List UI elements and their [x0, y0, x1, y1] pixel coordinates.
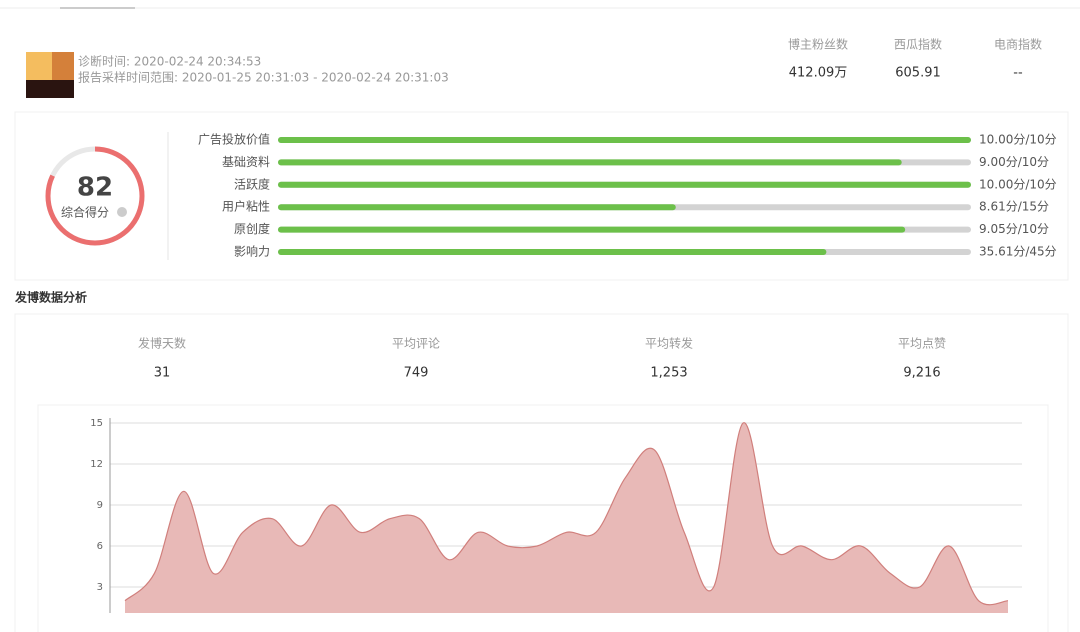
item-value: 10.00分/10分 [979, 177, 1057, 191]
item-value: 9.05分/10分 [979, 222, 1049, 236]
bar [278, 226, 906, 233]
stat-value: 605.91 [895, 66, 941, 81]
area-line [124, 422, 1009, 606]
bar [278, 204, 676, 211]
bar [278, 159, 902, 166]
stat-value: 1,253 [650, 366, 687, 381]
item-name: 基础资料 [222, 155, 270, 169]
stat-label: 西瓜指数 [894, 37, 942, 52]
stat-value: 31 [154, 366, 171, 381]
stat-label: 电商指数 [994, 37, 1042, 52]
bar [278, 249, 827, 255]
area [125, 422, 1008, 613]
score-panel [14, 111, 1069, 281]
stat-value: 9,216 [903, 366, 940, 381]
diagnosis-time: 诊断时间: 2020-02-24 20:34:53 [78, 54, 261, 69]
item-name: 用户粘性 [222, 199, 270, 214]
stat-value: -- [1013, 66, 1023, 81]
item-value: 35.61分/45分 [979, 245, 1057, 259]
stat-label: 平均评论 [392, 337, 440, 351]
score-value: 82 [77, 173, 113, 203]
item-name: 广告投放价值 [198, 132, 270, 147]
sample-range: 报告采样时间范围: 2020-01-25 20:31:03 - 2020-02-… [78, 70, 449, 85]
stat-label: 发博天数 [138, 336, 186, 351]
item-name: 原创度 [234, 221, 270, 236]
stat-value: 412.09万 [789, 66, 848, 81]
stat-label: 平均转发 [645, 336, 693, 351]
score-label: 综合得分 [61, 205, 109, 220]
y-tick-label: 3 [97, 582, 103, 593]
bar [278, 137, 971, 143]
y-tick-label: 6 [97, 541, 103, 552]
item-value: 8.61分/15分 [979, 200, 1049, 214]
avatar [26, 52, 74, 98]
posting-panel [14, 313, 1069, 632]
plot [109, 418, 1022, 613]
y-tick-label: 9 [97, 500, 103, 511]
item-name: 影响力 [234, 244, 270, 259]
stat-label: 博主粉丝数 [788, 37, 848, 52]
item-value: 10.00分/10分 [979, 133, 1057, 147]
chart-box [37, 404, 1049, 632]
stat-value: 749 [404, 366, 429, 381]
stat-label: 平均点赞 [898, 337, 946, 351]
info-icon[interactable] [117, 207, 127, 217]
item-name: 活跃度 [234, 176, 270, 191]
bar [278, 181, 971, 188]
section-title: 发博数据分析 [14, 290, 87, 305]
y-tick-label: 15 [90, 418, 103, 429]
score-ring [45, 146, 145, 246]
item-value: 9.00分/10分 [979, 155, 1049, 169]
y-tick-label: 12 [90, 459, 103, 470]
